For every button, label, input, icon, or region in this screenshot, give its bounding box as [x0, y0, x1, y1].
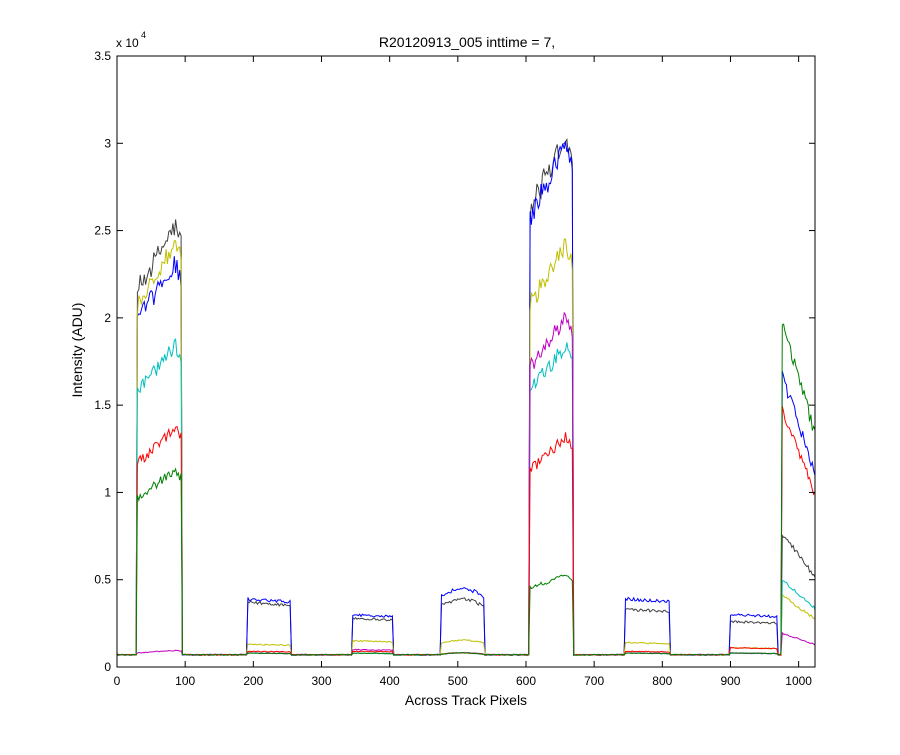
- y-tick-label: 0.5: [94, 573, 111, 587]
- x-tick-label: 600: [516, 674, 536, 688]
- plot-area-frame: [116, 55, 816, 668]
- x-tick-label: 700: [584, 674, 604, 688]
- chart-title: R20120913_005 inttime = 7,: [379, 34, 555, 50]
- series-line: [117, 141, 816, 657]
- x-tick-label: 1000: [785, 674, 812, 688]
- y-tick-label: 3: [104, 136, 111, 150]
- series-line: [116, 238, 816, 657]
- y-tick-label: 3.5: [94, 49, 111, 63]
- y-axis: 0 0.5 1 1.5 2 2.5 3 3.5: [94, 49, 815, 674]
- x-tick-label: 400: [380, 674, 400, 688]
- series-line: [117, 138, 816, 657]
- x-tick-label: 900: [720, 674, 740, 688]
- y-tick-label: 2.5: [94, 224, 111, 238]
- series-line: [116, 338, 816, 657]
- x-tick-label: 200: [243, 674, 263, 688]
- series-line: [116, 311, 816, 656]
- x-tick-label: 800: [652, 674, 672, 688]
- y-axis-title: Intensity (ADU): [69, 303, 85, 398]
- x-tick-label: 0: [114, 674, 121, 688]
- series-line: [117, 323, 816, 656]
- y-multiplier-exponent: 4: [141, 30, 146, 40]
- x-axis-title: Across Track Pixels: [405, 692, 527, 708]
- y-tick-label: 0: [104, 660, 111, 674]
- y-tick-label: 1.5: [94, 398, 111, 412]
- x-tick-label: 500: [448, 674, 468, 688]
- x-axis: 0 100 200 300 400 500 600 700 800 900 1000: [114, 56, 812, 688]
- x-tick-label: 100: [175, 674, 195, 688]
- y-multiplier-label: x 10: [116, 36, 139, 50]
- y-tick-label: 1: [104, 485, 111, 499]
- x-tick-label: 300: [311, 674, 331, 688]
- series-layer: [116, 138, 816, 657]
- y-tick-label: 2: [104, 311, 111, 325]
- series-line: [117, 405, 816, 657]
